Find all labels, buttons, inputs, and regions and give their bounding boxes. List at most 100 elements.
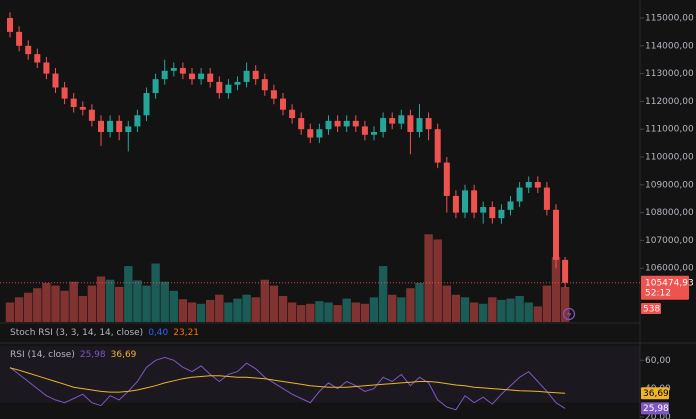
volume-bar — [151, 263, 160, 322]
candle-body — [280, 98, 286, 110]
volume-bar — [415, 283, 424, 322]
volume-bar — [533, 306, 542, 322]
volume-bar — [96, 276, 106, 322]
candle-body — [562, 259, 569, 283]
volume-bar — [460, 297, 470, 322]
candle-body — [61, 87, 68, 99]
volume-bar — [160, 281, 169, 322]
candle-body — [507, 201, 514, 210]
volume-bar — [142, 285, 151, 322]
indicator-value: 25,98 — [80, 350, 106, 360]
candle-body — [553, 209, 559, 260]
candle-body — [307, 129, 314, 138]
candle-body — [480, 207, 487, 213]
y-tick-label: 106000,00 — [645, 264, 694, 274]
candle-body — [143, 93, 150, 116]
candle-body — [371, 131, 377, 135]
volume-bar — [479, 303, 488, 322]
volume-bar — [251, 297, 260, 322]
candle-body — [270, 90, 277, 99]
volume-bar — [269, 285, 279, 322]
volume-bar — [406, 288, 415, 322]
candle-body — [389, 118, 396, 124]
volume-bar — [433, 239, 442, 322]
candle-body — [252, 70, 259, 80]
volume-bar — [260, 279, 269, 322]
indicator-value: 0,40 — [148, 328, 168, 338]
volume-bar — [342, 298, 351, 322]
volume-bar — [196, 303, 206, 322]
y-tick-label: 20,00 — [645, 412, 671, 419]
volume-bar — [324, 302, 333, 322]
candle-body — [407, 115, 414, 132]
volume-bar — [133, 280, 142, 322]
volume-bar — [369, 297, 379, 322]
y-tick-label: 110000,00 — [645, 152, 694, 162]
indicator-line — [9, 367, 566, 394]
candle-body — [207, 73, 214, 82]
volume-bar — [105, 279, 115, 322]
volume-bar — [206, 299, 215, 322]
candle-body — [298, 118, 305, 130]
candle-body — [452, 195, 459, 213]
volume-bar — [78, 296, 87, 322]
candle-body — [261, 79, 268, 91]
candle-body — [289, 109, 296, 119]
volume-bar — [360, 303, 370, 322]
volume-bar — [378, 266, 388, 322]
volume-bar — [333, 305, 342, 322]
candle-body — [88, 109, 95, 121]
volume-bar — [451, 294, 461, 322]
volume-bar — [488, 297, 497, 322]
candle-body — [198, 73, 205, 80]
value-badge-label: 25,98 — [643, 404, 669, 414]
y-tick-label: 112000,00 — [645, 97, 694, 107]
indicator-title: Stoch RSI (3, 3, 14, 14, close) 0,40 23,21 — [10, 328, 199, 338]
volume-bar — [515, 296, 524, 322]
candle-body — [243, 70, 250, 82]
value-badge-label: 36,69 — [643, 389, 669, 399]
volume-bar — [169, 290, 178, 322]
value-badge — [641, 387, 669, 400]
candle-body — [98, 120, 104, 132]
candle-body — [443, 162, 450, 196]
candle-body — [343, 120, 350, 127]
countdown: 52:12 — [645, 288, 671, 298]
candle-body — [516, 187, 523, 202]
volume-bar — [287, 302, 297, 322]
candle-body — [325, 120, 332, 130]
y-tick-label: 115000,00 — [645, 13, 694, 23]
price-badge — [641, 275, 689, 300]
volume-bar — [542, 285, 552, 322]
candle-body — [543, 187, 550, 210]
candle-body — [7, 17, 13, 32]
candle-body — [70, 98, 77, 107]
volume-bar — [469, 302, 479, 322]
volume-bar — [5, 302, 15, 322]
indicator-line — [9, 356, 566, 411]
candle-body — [525, 182, 532, 188]
candle-body — [462, 190, 468, 213]
candle-body — [79, 106, 86, 110]
candle-body — [398, 115, 405, 124]
candle-body — [25, 45, 32, 55]
y-tick-label: 108000,00 — [645, 208, 694, 218]
volume-bar — [215, 294, 224, 322]
candle-body — [534, 182, 541, 188]
volume-bar — [278, 296, 288, 322]
volume-bar — [424, 234, 433, 322]
volume-bar — [14, 297, 24, 322]
rsi-band — [0, 346, 640, 403]
volume-badge — [641, 303, 661, 314]
volume-bar — [115, 286, 124, 322]
volume-bar — [351, 302, 360, 322]
candle-body — [334, 120, 341, 127]
volume-bar — [315, 301, 324, 322]
volume-bar — [524, 302, 533, 322]
candle-body — [16, 31, 23, 46]
volume-bar — [497, 299, 506, 322]
y-tick-label: 60,00 — [645, 356, 671, 366]
indicator-name: Stoch RSI (3, 3, 14, 14, close) — [10, 328, 143, 338]
